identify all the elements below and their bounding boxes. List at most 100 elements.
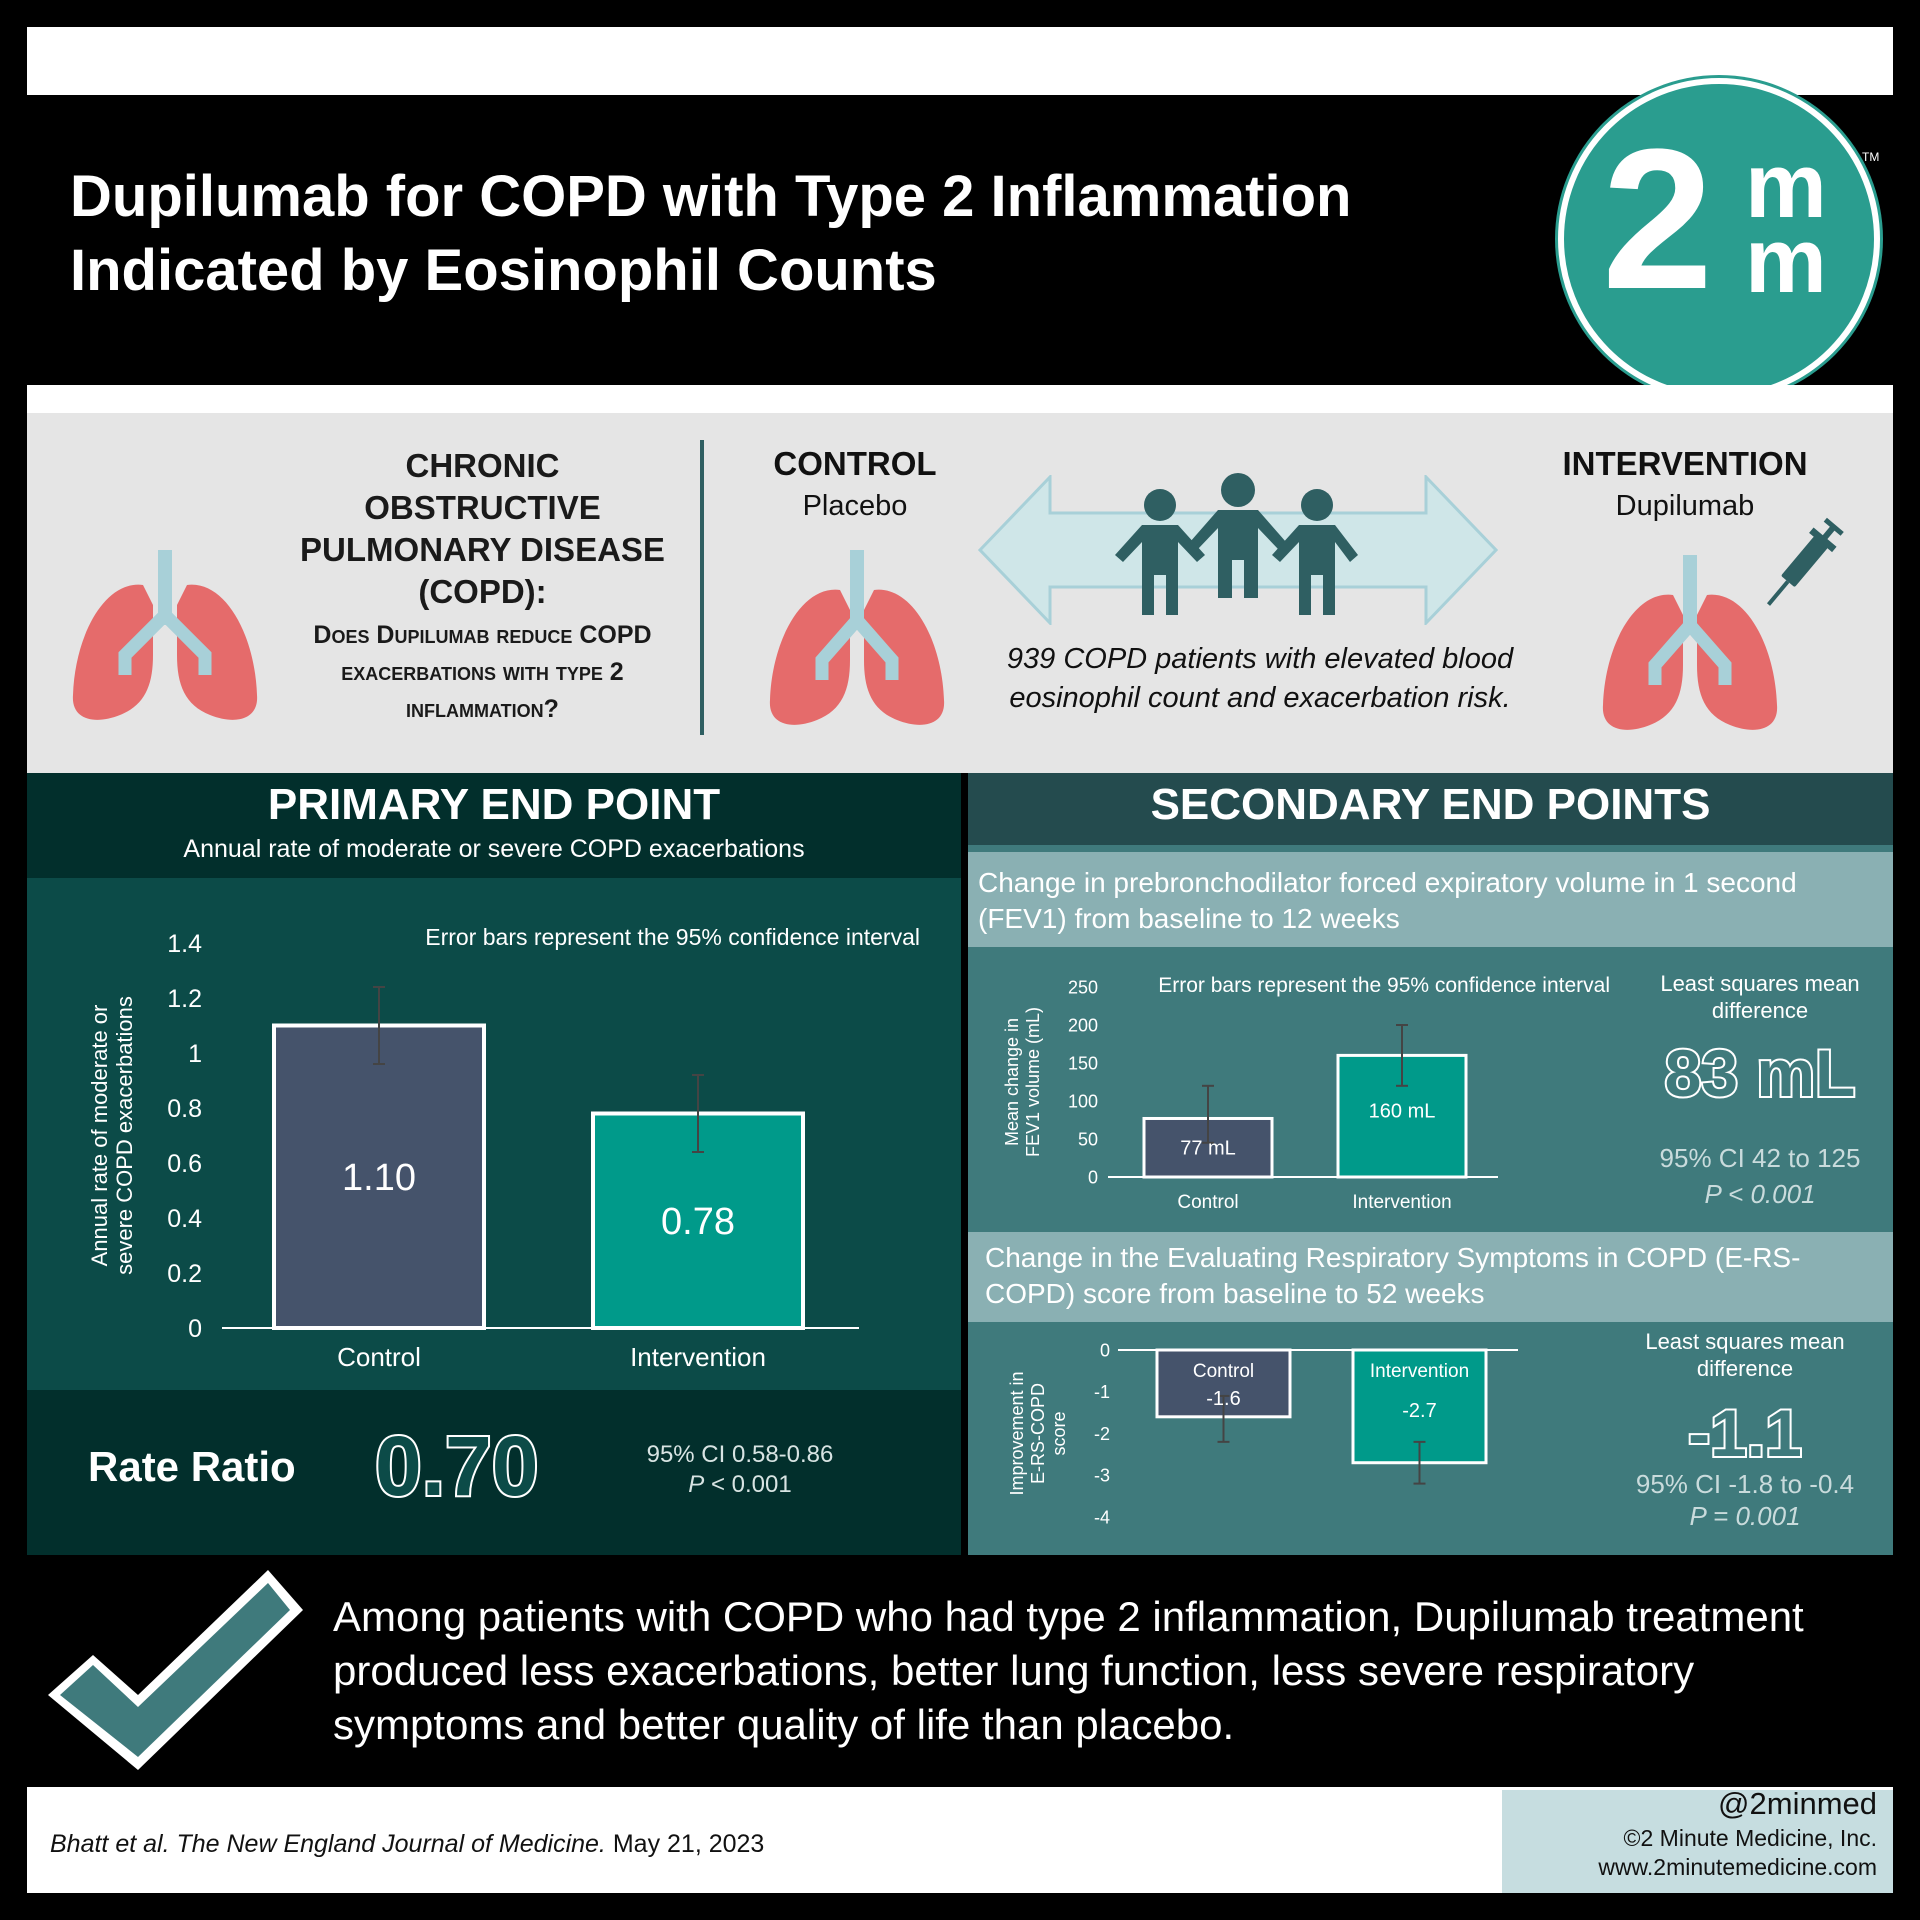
- checkmark-icon: [48, 1570, 303, 1770]
- bar-value-label: -2.7: [1402, 1400, 1436, 1422]
- x-category-label: Control: [1193, 1361, 1254, 1382]
- y-tick-label: 0.8: [167, 1095, 202, 1123]
- copd-heading: CHRONIC OBSTRUCTIVE PULMONARY DISEASE (C…: [285, 445, 680, 728]
- title-line-1: Dupilumab for COPD with Type 2 Inflammat…: [70, 164, 1352, 229]
- fev1-description: Change in prebronchodilator forced expir…: [978, 867, 1797, 934]
- ers-lsm-value: -1.1: [1686, 1394, 1804, 1472]
- fev1-band: [968, 852, 1893, 947]
- y-tick-label: 50: [1078, 1129, 1098, 1149]
- rate-ratio-ci: 95% CI 0.58-0.86 P < 0.001: [615, 1440, 865, 1500]
- intervention-lungs-icon: [1602, 555, 1778, 730]
- control-label: CONTROL: [773, 445, 937, 482]
- logo-trademark: TM: [1862, 150, 1880, 164]
- y-axis-label: FEV1 volume (mL): [1023, 1007, 1043, 1157]
- chart-note: Error bars represent the 95% confidence …: [1158, 974, 1610, 997]
- secondary-endpoints-header: [968, 773, 1893, 845]
- patients-description: 939 COPD patients with elevated blood eo…: [1006, 643, 1514, 714]
- y-tick-label: -4: [1094, 1507, 1110, 1527]
- primary-endpoint-subtitle: Annual rate of moderate or severe COPD e…: [183, 835, 805, 863]
- y-tick-label: 150: [1068, 1053, 1098, 1073]
- y-axis-label: Annual rate of moderate or: [87, 1005, 112, 1267]
- y-tick-label: 250: [1068, 977, 1098, 997]
- bar-value-label: 1.10: [342, 1157, 416, 1199]
- y-tick-label: 0: [1100, 1340, 1110, 1360]
- research-question: Does Dupilumab reduce COPD exacerbations…: [313, 621, 652, 723]
- fev1-lsm-value: 83 mL: [1663, 1034, 1858, 1112]
- y-tick-label: 0.2: [167, 1260, 202, 1288]
- intervention-label: INTERVENTION: [1562, 445, 1808, 482]
- y-tick-label: -2: [1094, 1424, 1110, 1444]
- y-tick-label: 0.6: [167, 1150, 202, 1178]
- ers-band: [968, 1232, 1893, 1322]
- bar-value-label: 160 mL: [1369, 1100, 1436, 1122]
- brand-logo: [1558, 78, 1880, 400]
- logo-letter-top: m: [1745, 135, 1827, 237]
- fev1-p-value: P < 0.001: [1704, 1179, 1816, 1209]
- divider: [700, 440, 704, 735]
- y-axis-label: Improvement in: [1007, 1371, 1027, 1495]
- conclusion-panel: [103, 1562, 1893, 1787]
- ers-bar-chart: 0 -1 -2 -3 -4 Improvement in E-RS-COPD score -1.…: [1007, 1340, 1518, 1527]
- y-tick-label: -3: [1094, 1466, 1110, 1486]
- conclusion-text: Among patients with COPD who had type 2 …: [333, 1593, 1804, 1748]
- logo-letter-bottom: m: [1745, 210, 1827, 312]
- brand-box: [1502, 1790, 1893, 1893]
- y-tick-label: 1: [188, 1040, 202, 1068]
- rate-ratio-ci-range: 95% CI 0.58-0.86: [646, 1441, 834, 1468]
- copyright: ©2 Minute Medicine, Inc.: [1623, 1825, 1877, 1851]
- p-value: < 0.001: [704, 1471, 792, 1498]
- ers-ci: 95% CI -1.8 to -0.4 P = 0.001: [1600, 1468, 1890, 1532]
- control-sublabel: Placebo: [802, 490, 908, 522]
- bar-value-label: 0.78: [661, 1201, 735, 1243]
- y-axis-label: score: [1049, 1411, 1069, 1455]
- title-line-2: Indicated by Eosinophil Counts: [70, 238, 937, 303]
- ers-p-value: P = 0.001: [1689, 1501, 1801, 1531]
- y-axis-label: E-RS-COPD: [1028, 1383, 1048, 1484]
- syringe-icon: [1766, 517, 1844, 606]
- design-panel: [27, 413, 1893, 773]
- y-tick-label: 1.2: [167, 985, 202, 1013]
- primary-endpoint-title: PRIMARY END POINT: [267, 780, 721, 829]
- chart-note: Error bars represent the 95% confidence …: [425, 924, 920, 950]
- y-axis-label: Mean change in: [1002, 1018, 1022, 1146]
- ers-ci-range: 95% CI -1.8 to -0.4: [1635, 1469, 1855, 1499]
- ers-description: Change in the Evaluating Respiratory Sym…: [985, 1242, 1801, 1309]
- intervention-sublabel: Dupilumab: [1615, 490, 1755, 522]
- page-title: Dupilumab for COPD with Type 2 Inflammat…: [70, 160, 1490, 308]
- people-icon: [1115, 473, 1358, 615]
- x-category-label: Intervention: [1352, 1192, 1451, 1213]
- secondary-endpoints-title: SECONDARY END POINTS: [1150, 780, 1711, 829]
- ers-lsm-label: Least squares mean difference: [1645, 1329, 1845, 1381]
- y-tick-label: 0: [188, 1315, 202, 1343]
- citation-date: May 21, 2023: [605, 1830, 765, 1858]
- lungs-icon: [72, 550, 258, 720]
- copd-title: CHRONIC OBSTRUCTIVE PULMONARY DISEASE (C…: [300, 447, 665, 610]
- rate-ratio-panel: [27, 1390, 961, 1555]
- y-tick-label: 200: [1068, 1015, 1098, 1035]
- citation-authors: Bhatt et al.: [50, 1830, 177, 1858]
- x-category-label: Intervention: [630, 1342, 766, 1372]
- x-category-label: Control: [1177, 1192, 1238, 1213]
- rate-ratio-p: P < 0.001: [615, 1470, 865, 1500]
- fev1-ci: 95% CI 42 to 125 P < 0.001: [1620, 1140, 1900, 1212]
- y-tick-label: -1: [1094, 1382, 1110, 1402]
- rate-ratio-label: Rate Ratio: [88, 1443, 296, 1490]
- y-tick-label: 1.4: [167, 930, 202, 958]
- citation: Bhatt et al. The New England Journal of …: [50, 1830, 764, 1859]
- fev1-ci-range: 95% CI 42 to 125: [1659, 1143, 1861, 1173]
- logo-numeral: 2: [1602, 108, 1714, 331]
- rate-ratio-value: 0.70: [373, 1417, 540, 1515]
- primary-endpoint-header: [27, 773, 961, 878]
- top-strip: [27, 27, 1893, 95]
- primary-bar-chart: 0 0.2 0.4 0.6 0.8 1 1.2 1.4 Annual rate of moder…: [87, 924, 920, 1372]
- x-category-label: Intervention: [1370, 1361, 1469, 1382]
- bar-value-label: -1.6: [1206, 1388, 1240, 1410]
- fev1-bar-chart: 0 50 100 150 200 250 Mean change in FEV1 volume…: [1002, 974, 1610, 1213]
- social-handle: @2minmed: [1718, 1786, 1877, 1821]
- control-lungs-icon: [769, 550, 945, 725]
- y-axis-label: severe COPD exacerbations: [112, 996, 137, 1275]
- x-category-label: Control: [337, 1342, 421, 1372]
- website-link[interactable]: www.2minutemedicine.com: [1598, 1854, 1877, 1880]
- bar: [272, 1023, 486, 1330]
- y-tick-label: 100: [1068, 1091, 1098, 1111]
